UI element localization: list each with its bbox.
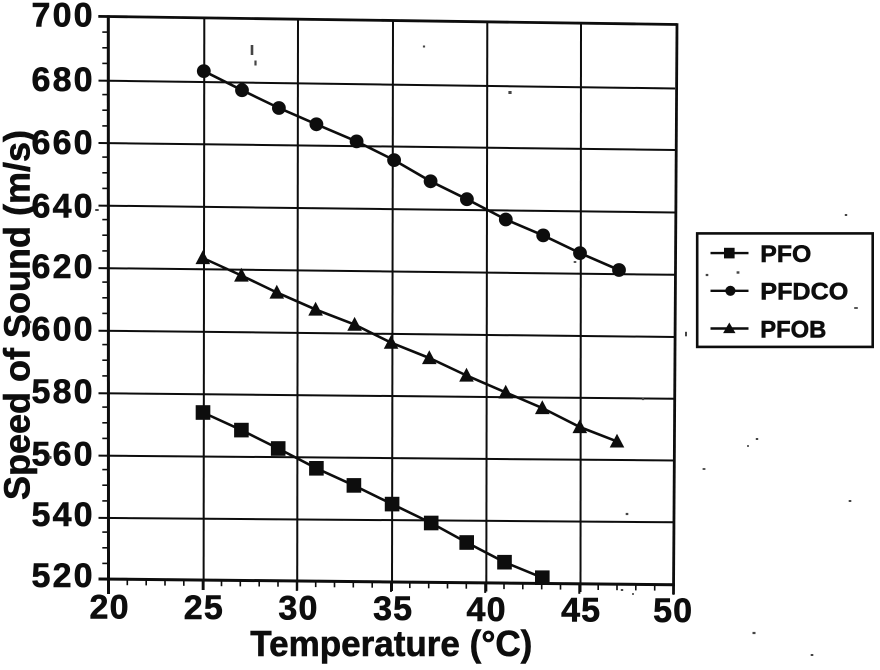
svg-text:540: 540 [31, 496, 94, 534]
svg-text:PFO: PFO [760, 241, 811, 268]
svg-text:700: 700 [31, 0, 94, 34]
svg-text:25: 25 [184, 589, 224, 627]
svg-text:580: 580 [31, 373, 94, 411]
svg-text:PFDCO: PFDCO [760, 279, 848, 306]
svg-text:50: 50 [653, 592, 693, 630]
svg-text:45: 45 [561, 592, 601, 630]
svg-text:30: 30 [278, 589, 318, 627]
svg-text:Speed of Sound (m/s): Speed of Sound (m/s) [0, 130, 38, 500]
svg-text:620: 620 [31, 248, 94, 286]
svg-text:Temperature (°C): Temperature (°C) [250, 623, 532, 664]
svg-text:520: 520 [31, 557, 94, 595]
svg-text:640: 640 [31, 187, 94, 225]
svg-text:20: 20 [89, 589, 129, 627]
svg-text:PFOB: PFOB [760, 316, 826, 343]
svg-text:600: 600 [31, 310, 94, 348]
svg-text:560: 560 [31, 436, 94, 474]
svg-text:680: 680 [31, 61, 94, 99]
svg-text:660: 660 [31, 124, 94, 162]
